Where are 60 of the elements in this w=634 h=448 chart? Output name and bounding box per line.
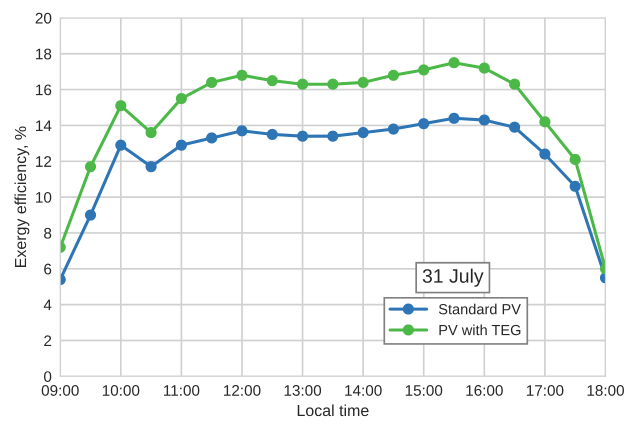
point [146,127,157,138]
legend-label: PV with TEG [439,324,520,336]
y-tick-label: 0 [44,371,52,382]
point [509,122,520,133]
point [388,70,399,81]
point [418,64,430,76]
point [176,93,187,104]
point [115,100,126,112]
point [84,161,96,172]
y-tick-label: 20 [36,12,52,24]
point [418,118,430,130]
point [570,180,581,192]
point [570,154,581,166]
x-tick-label: 11:00 [164,385,200,396]
point [176,140,187,151]
point [358,76,369,88]
x-tick-label: 17:00 [526,385,564,396]
point [539,148,550,160]
point [478,114,490,126]
point [297,78,308,90]
y-tick-label: 18 [36,48,52,60]
x-tick-label: 15:00 [406,385,442,396]
y-tick-label: 4 [44,300,52,310]
point [327,130,338,142]
y-tick-label: 16 [36,84,52,96]
point [84,209,96,221]
y-axis-title: Exergy efficiency, % [14,126,30,267]
x-tick-label: 09:00 [42,385,79,396]
point [388,123,399,135]
legend-label: Standard PV [438,304,521,314]
point [297,130,308,142]
point [115,140,126,151]
y-tick-label: 8 [44,228,52,239]
y-tick-label: 10 [36,192,52,203]
point [478,62,490,74]
point [236,125,248,136]
x-tick-label: 14:00 [345,385,382,396]
point [266,128,278,140]
point [327,78,338,90]
y-tick-label: 2 [44,335,52,346]
x-tick-label: 13:00 [284,385,322,396]
x-tick-label: 10:00 [102,385,140,396]
point [266,75,278,86]
x-tick-label: 16:00 [466,385,503,396]
point [539,116,550,128]
point [448,112,460,124]
y-tick-label: 6 [44,264,52,274]
point [448,57,460,68]
y-tick-label: 14 [36,120,52,131]
x-tick-label: 18:00 [588,385,624,396]
point [206,132,218,144]
point [236,70,248,81]
point [358,127,369,138]
y-tick-label: 12 [36,156,52,167]
x-tick-label: 12:00 [224,385,260,396]
point [206,76,218,88]
x-axis-title: Local time [298,404,369,416]
point [509,78,520,90]
annotation: 31 July [422,268,484,287]
point [146,161,157,172]
